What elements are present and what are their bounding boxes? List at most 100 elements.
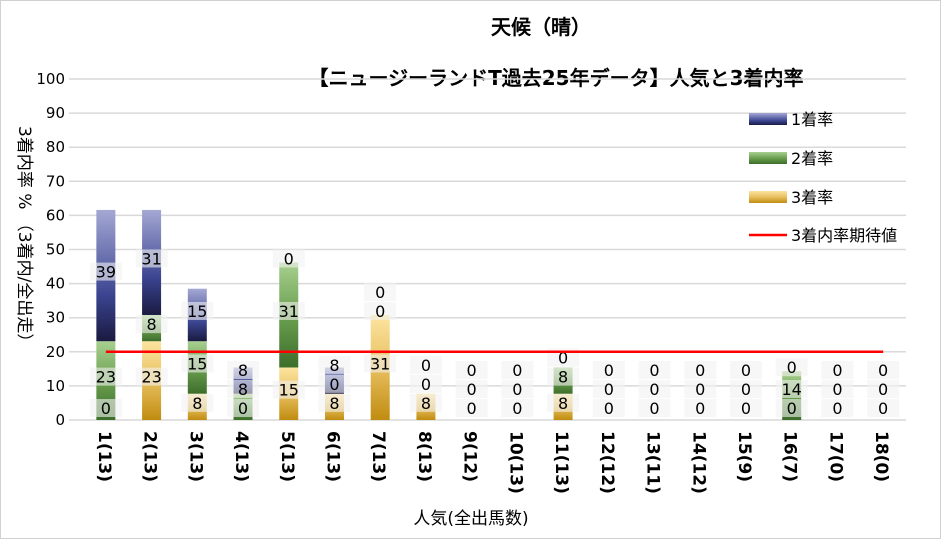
- data-label: 31: [141, 249, 161, 268]
- y-tick-label: 50: [46, 241, 65, 259]
- data-label: 15: [187, 302, 207, 321]
- y-tick-label: 60: [46, 206, 65, 224]
- data-label-bg: [821, 380, 854, 398]
- x-tick-label: 15(9): [734, 431, 754, 482]
- data-label: 0: [741, 380, 751, 399]
- data-label-bg: [867, 380, 900, 398]
- data-label: 0: [421, 375, 431, 394]
- data-label: 0: [649, 361, 659, 380]
- x-tick-label: 1(13): [94, 431, 114, 482]
- x-tick-label: 2(13): [140, 431, 160, 482]
- data-label-bg: [89, 262, 122, 281]
- y-tick-label: 0: [55, 411, 65, 429]
- data-label-bg: [867, 399, 900, 417]
- data-label: 0: [787, 358, 797, 377]
- data-label: 0: [558, 349, 568, 368]
- data-label-bg: [638, 399, 671, 417]
- data-label-bg: [318, 393, 351, 412]
- data-label: 0: [878, 399, 888, 418]
- x-tick-label: 5(13): [277, 431, 297, 482]
- data-label: 0: [695, 399, 705, 418]
- data-label: 15: [187, 354, 207, 373]
- data-label: 8: [558, 368, 568, 387]
- data-label: 0: [512, 399, 522, 418]
- x-tick-label: 18(0): [871, 431, 891, 482]
- data-label: 0: [467, 399, 477, 418]
- y-tick-label: 20: [46, 343, 65, 361]
- data-label-bg: [775, 358, 808, 377]
- data-label-bg: [227, 380, 260, 398]
- y-tick-label: 40: [46, 275, 65, 293]
- data-label-bg: [89, 367, 122, 386]
- legend-label: 2着率: [791, 149, 833, 168]
- data-label: 8: [421, 394, 431, 413]
- data-label: 0: [467, 380, 477, 399]
- data-label-bg: [821, 399, 854, 417]
- x-tick-label: 4(13): [231, 431, 251, 482]
- data-label: 0: [375, 302, 385, 321]
- y-tick-label: 10: [46, 377, 65, 395]
- data-label-bg: [684, 399, 717, 417]
- data-label: 0: [238, 399, 248, 418]
- y-tick-label: 90: [46, 104, 65, 122]
- data-label: 0: [284, 249, 294, 268]
- data-label-bg: [729, 380, 762, 398]
- data-label: 8: [558, 394, 568, 413]
- chart-subtitle: 【ニュージーランドT過去25年データ】人気と3着内率: [309, 66, 804, 90]
- data-label-bg: [135, 367, 168, 386]
- y-tick-label: 30: [46, 309, 65, 327]
- x-tick-label: 12(12): [597, 431, 617, 494]
- data-label-bg: [684, 361, 717, 379]
- data-label: 0: [741, 399, 751, 418]
- x-tick-label: 6(13): [322, 431, 342, 482]
- data-label-bg: [729, 399, 762, 417]
- legend-swatch: [749, 191, 787, 203]
- data-label-bg: [455, 399, 488, 417]
- data-label: 0: [787, 399, 797, 418]
- x-tick-label: 11(13): [551, 431, 571, 494]
- legend-label: 3着率: [791, 188, 833, 207]
- data-label-bg: [318, 374, 351, 393]
- data-label: 0: [604, 380, 614, 399]
- data-label: 0: [878, 361, 888, 380]
- data-label-bg: [867, 361, 900, 379]
- data-label-bg: [638, 380, 671, 398]
- data-label: 0: [878, 380, 888, 399]
- data-label: 23: [96, 368, 116, 387]
- data-label: 0: [604, 361, 614, 380]
- data-label-bg: [318, 355, 351, 374]
- x-axis-label: 人気(全出馬数): [413, 509, 528, 529]
- data-label-bg: [684, 380, 717, 398]
- data-label-bg: [364, 282, 397, 301]
- data-label-bg: [501, 361, 534, 379]
- data-label-bg: [181, 393, 214, 412]
- data-label: 0: [512, 361, 522, 380]
- data-label-bg: [501, 380, 534, 398]
- data-label-bg: [547, 348, 580, 367]
- data-label: 0: [649, 399, 659, 418]
- data-label: 8: [238, 380, 248, 399]
- legend-label: 1着率: [791, 110, 833, 129]
- y-tick-label: 70: [46, 172, 65, 190]
- data-label-bg: [181, 301, 214, 320]
- chart-title: 天候（晴）: [491, 15, 591, 39]
- data-label-bg: [455, 361, 488, 379]
- y-tick-label: 80: [46, 138, 65, 156]
- x-tick-label: 16(7): [780, 431, 800, 482]
- x-tick-label: 13(11): [643, 431, 663, 494]
- data-label-bg: [227, 399, 260, 417]
- data-label: 0: [741, 361, 751, 380]
- data-label-bg: [272, 249, 305, 268]
- data-label: 0: [101, 399, 111, 418]
- data-label-bg: [409, 393, 442, 412]
- data-label: 0: [695, 380, 705, 399]
- x-tick-label: 8(13): [414, 431, 434, 482]
- data-label-bg: [775, 399, 808, 417]
- data-label-bg: [547, 393, 580, 412]
- data-label-bg: [181, 354, 214, 373]
- data-label: 0: [695, 361, 705, 380]
- data-label-bg: [272, 301, 305, 320]
- data-label: 0: [832, 380, 842, 399]
